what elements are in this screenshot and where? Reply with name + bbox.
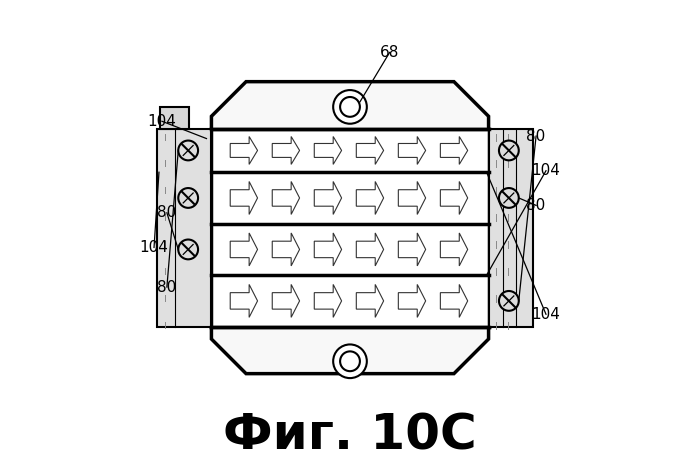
Text: 104: 104 [139,240,169,255]
Bar [157,129,211,326]
Bar [160,107,189,129]
Polygon shape [314,181,342,214]
Polygon shape [356,285,384,318]
Text: 80: 80 [526,198,546,213]
Polygon shape [314,137,342,165]
Circle shape [333,345,367,378]
Polygon shape [398,285,426,318]
Polygon shape [398,233,426,266]
Circle shape [499,140,519,160]
Circle shape [499,188,519,208]
Polygon shape [230,137,258,165]
Bar [489,129,533,326]
Polygon shape [356,137,384,165]
Polygon shape [314,233,342,266]
Text: 80: 80 [158,279,176,294]
Polygon shape [440,285,468,318]
Polygon shape [272,233,300,266]
Circle shape [178,140,198,160]
Polygon shape [440,233,468,266]
Polygon shape [230,181,258,214]
Text: 104: 104 [148,114,176,129]
Polygon shape [398,181,426,214]
Text: 68: 68 [380,45,399,60]
Polygon shape [230,233,258,266]
Polygon shape [272,181,300,214]
Circle shape [178,188,198,208]
Polygon shape [356,181,384,214]
Text: 104: 104 [531,163,561,178]
Text: 80: 80 [526,129,546,144]
Text: Фиг. 10С: Фиг. 10С [223,412,477,459]
Polygon shape [356,233,384,266]
Text: 80: 80 [158,206,176,220]
Circle shape [178,239,198,259]
Bar [211,129,489,326]
Polygon shape [211,82,489,374]
Circle shape [333,90,367,124]
Polygon shape [230,285,258,318]
Polygon shape [398,137,426,165]
Text: 104: 104 [531,307,561,322]
Circle shape [499,291,519,311]
Polygon shape [440,181,468,214]
Polygon shape [272,285,300,318]
Polygon shape [440,137,468,165]
Polygon shape [272,137,300,165]
Polygon shape [314,285,342,318]
